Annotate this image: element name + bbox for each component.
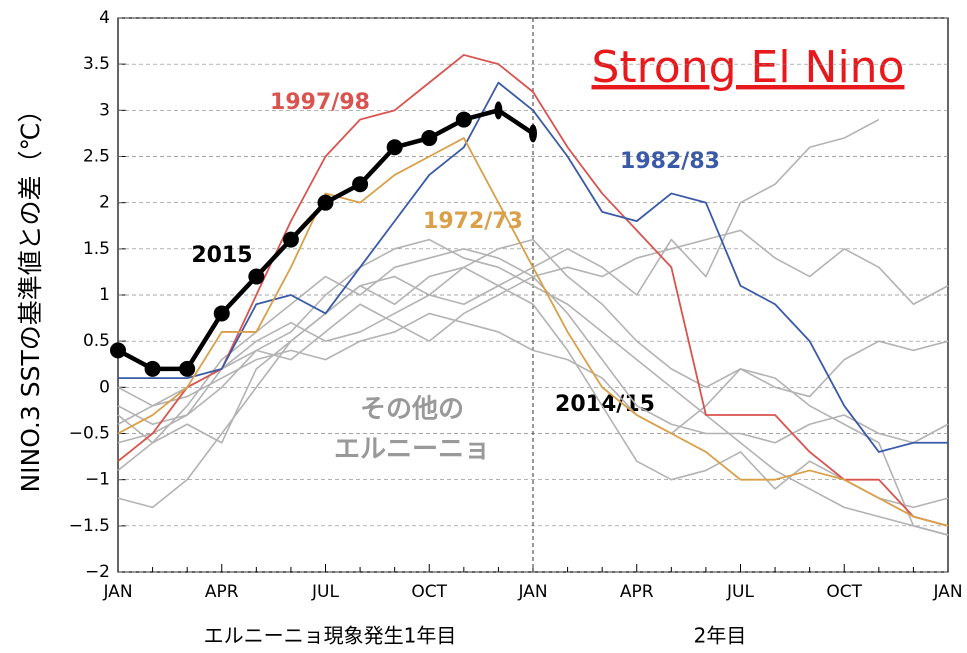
- marker: [179, 360, 196, 377]
- series-label: 1972/73: [423, 209, 523, 234]
- series-line: [118, 81, 948, 453]
- y-tick-label: −1.5: [69, 516, 110, 536]
- series-line: [117, 137, 949, 527]
- x-tick-label: JAN: [102, 582, 132, 602]
- x-tick-label: OCT: [826, 582, 862, 602]
- x-tick-label: JAN: [517, 582, 547, 602]
- marker: [282, 231, 299, 248]
- annotation: その他の: [360, 395, 464, 425]
- y-tick-label: 3: [99, 100, 110, 120]
- marker: [110, 342, 126, 359]
- marker: [317, 194, 334, 211]
- y-tick-label: 1: [99, 285, 110, 305]
- x-tick-label: OCT: [411, 582, 447, 602]
- gray-line: [117, 238, 949, 536]
- series-label: 2015: [191, 243, 252, 268]
- x-tick-label: JAN: [932, 582, 962, 602]
- x-tick-label: JUL: [311, 582, 339, 602]
- y-tick-label: −0.5: [69, 424, 110, 444]
- y-tick-label: −2: [85, 562, 110, 582]
- series-line: [117, 54, 949, 527]
- y-tick-label: 2.5: [83, 147, 110, 167]
- marker: [144, 360, 161, 377]
- y-tick-label: 4: [99, 8, 110, 28]
- y-tick-label: 0.5: [83, 331, 110, 351]
- chart-title: Strong El Nino: [592, 42, 905, 93]
- gray-line: [117, 312, 949, 435]
- gray-line: [117, 118, 880, 425]
- series-label: 1997/98: [270, 90, 370, 115]
- y-tick-label: 1.5: [83, 239, 110, 259]
- y-tick-label: 0: [99, 377, 110, 397]
- marker: [352, 176, 369, 193]
- y-tick-label: 3.5: [83, 54, 110, 74]
- marker: [421, 130, 438, 147]
- marker: [455, 111, 472, 128]
- x-tick-label: APR: [620, 582, 654, 602]
- marker: [529, 124, 537, 143]
- x-axis-label: 2年目: [694, 624, 747, 648]
- annotation: エルニーニョ: [334, 435, 490, 465]
- series-label: 1982/83: [620, 149, 720, 174]
- x-axis-label: エルニーニョ現象発生1年目: [204, 624, 457, 648]
- marker: [213, 305, 230, 322]
- annotation: 2014/15: [555, 392, 655, 417]
- marker: [386, 139, 403, 156]
- gray-line: [117, 266, 949, 509]
- marker: [248, 268, 265, 285]
- y-tick-label: 2: [99, 193, 110, 213]
- y-axis-label: NINO.3 SSTの基準値との差（℃）: [16, 97, 45, 492]
- gray-line: [117, 238, 949, 536]
- y-tick-label: −1: [85, 470, 110, 490]
- x-tick-label: APR: [205, 582, 239, 602]
- x-tick-label: JUL: [726, 582, 754, 602]
- marker: [494, 101, 503, 120]
